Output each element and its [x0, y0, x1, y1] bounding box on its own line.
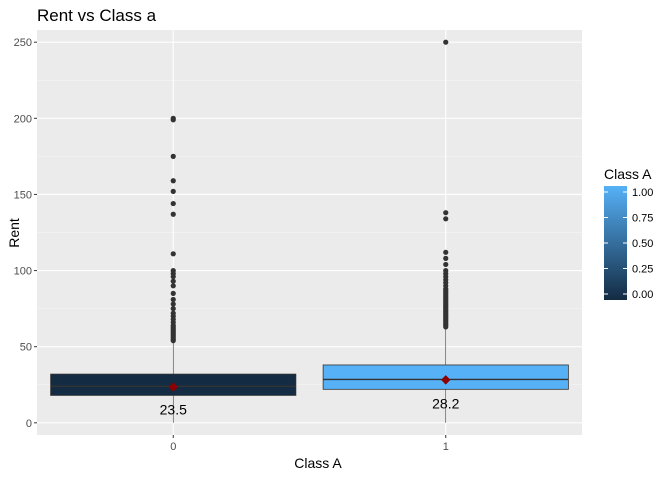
chart-title: Rent vs Class a — [37, 6, 157, 25]
legend-tick-label: 0.75 — [632, 213, 653, 225]
outlier-point — [170, 310, 176, 316]
outlier-point — [170, 278, 176, 284]
y-tick-label: 200 — [14, 113, 32, 125]
mean-label-0: 23.5 — [160, 401, 187, 417]
outlier-point — [170, 211, 176, 217]
y-axis-title: Rent — [6, 218, 22, 248]
legend-ticks: 0.00 0.25 0.50 0.75 1.00 — [604, 187, 653, 301]
y-tick-label: 100 — [14, 266, 32, 278]
outlier-point — [170, 178, 176, 184]
whiskers — [172, 328, 447, 423]
y-tick-label: 50 — [20, 342, 32, 354]
y-axis-ticks: 0 50 100 150 200 250 — [14, 37, 37, 430]
legend-tick-label: 0.00 — [632, 289, 653, 301]
outlier-point — [170, 301, 176, 307]
legend-tick-label: 1.00 — [632, 187, 653, 199]
outlier-point — [443, 210, 449, 216]
outlier-point — [170, 290, 176, 297]
outliers — [170, 39, 449, 344]
outlier-point — [170, 188, 176, 194]
legend-title: Class A — [604, 166, 652, 182]
legend-tick-label: 0.25 — [632, 264, 653, 276]
outlier-point — [170, 115, 176, 121]
outlier-point — [170, 200, 176, 207]
grid-major — [37, 30, 582, 435]
outlier-point — [170, 283, 176, 289]
x-axis-title: Class A — [294, 455, 342, 471]
outlier-point — [170, 296, 176, 303]
legend: Class A 0.00 0.25 0.50 0.75 1.00 — [604, 166, 653, 301]
outlier-point — [443, 39, 449, 45]
outlier-point — [170, 306, 176, 312]
mean-marker-0 — [168, 382, 178, 392]
outlier-point — [443, 249, 449, 255]
outlier-point — [443, 216, 449, 222]
x-tick-label: 1 — [443, 441, 449, 453]
outlier-point — [443, 267, 449, 274]
y-tick-label: 150 — [14, 189, 32, 201]
outlier-point — [170, 153, 176, 159]
mean-marker-1 — [441, 375, 451, 385]
legend-tick-label: 0.50 — [632, 238, 653, 250]
y-tick-label: 0 — [26, 418, 32, 430]
x-tick-label: 0 — [170, 441, 176, 453]
mean-markers — [168, 375, 451, 392]
mean-label-1: 28.2 — [432, 395, 459, 411]
legend-colorbar — [604, 186, 627, 300]
y-tick-label: 250 — [14, 37, 32, 49]
mean-labels: 23.5 28.2 — [160, 395, 460, 417]
outlier-point — [170, 251, 176, 257]
outlier-point — [443, 261, 449, 268]
outlier-point — [443, 255, 449, 261]
outlier-point — [170, 267, 176, 274]
